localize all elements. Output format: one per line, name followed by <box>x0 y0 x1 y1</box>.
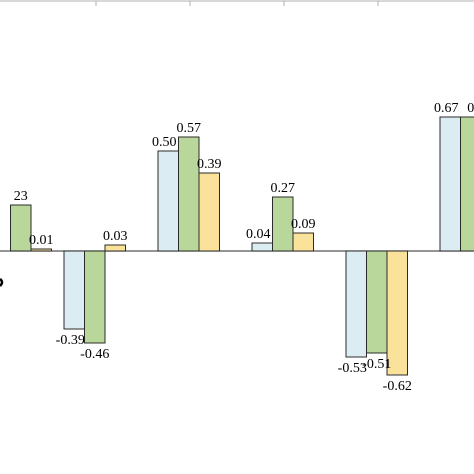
data-label-group-6-series-1: 0.67 <box>434 101 459 116</box>
data-label-group-5-series-2: -0.51 <box>362 357 391 372</box>
data-label-group-6-series-2: 0 <box>467 101 474 116</box>
bar-group-3-series-2 <box>178 136 200 252</box>
data-label-group-4-series-1: 0.04 <box>246 227 271 242</box>
data-label-group-3-series-2: 0.57 <box>177 121 202 136</box>
bar-group-2-series-2 <box>84 250 106 344</box>
bar-group-3-series-1 <box>157 150 179 252</box>
bar-layer <box>10 116 474 376</box>
data-label-group-2-series-1: -0.39 <box>56 333 85 348</box>
bar-group-1-series-3 <box>30 248 52 252</box>
data-label-group-5-series-1: -0.53 <box>338 361 367 376</box>
plot-top-frame <box>0 0 474 6</box>
axis-clip-mark <box>0 278 4 287</box>
data-label-group-2-series-2: -0.46 <box>80 347 109 362</box>
bar-group-5-series-2 <box>366 250 388 354</box>
data-label-group-1-series-3: 0.01 <box>29 233 54 248</box>
data-label-layer: 23 0.01 -0.39-0.46 0.03 0.500.57 0.39 0.04 0.27… <box>14 101 474 394</box>
bar-group-4-series-3 <box>292 232 314 252</box>
bar-group-4-series-2 <box>272 196 294 252</box>
data-label-group-3-series-1: 0.50 <box>152 135 177 150</box>
bar-group-6-series-1 <box>439 116 461 252</box>
bar-group-6-series-2 <box>460 116 474 252</box>
data-label-group-2-series-3: 0.03 <box>103 229 128 244</box>
bar-group-5-series-3 <box>386 250 408 376</box>
bar-group-2-series-3 <box>104 244 126 252</box>
data-label-group-4-series-3: 0.09 <box>291 217 316 232</box>
data-label-group-5-series-3: -0.62 <box>383 379 412 394</box>
data-label-group-4-series-2: 0.27 <box>271 181 296 196</box>
bar-group-5-series-1 <box>345 250 367 358</box>
bar-group-1-series-2 <box>10 204 32 252</box>
bar-group-4-series-1 <box>251 242 273 252</box>
bar-group-3-series-3 <box>198 172 220 252</box>
bar-group-2-series-1 <box>63 250 85 330</box>
data-label-group-1-series-2: 23 <box>14 189 28 204</box>
data-label-group-3-series-3: 0.39 <box>197 157 222 172</box>
